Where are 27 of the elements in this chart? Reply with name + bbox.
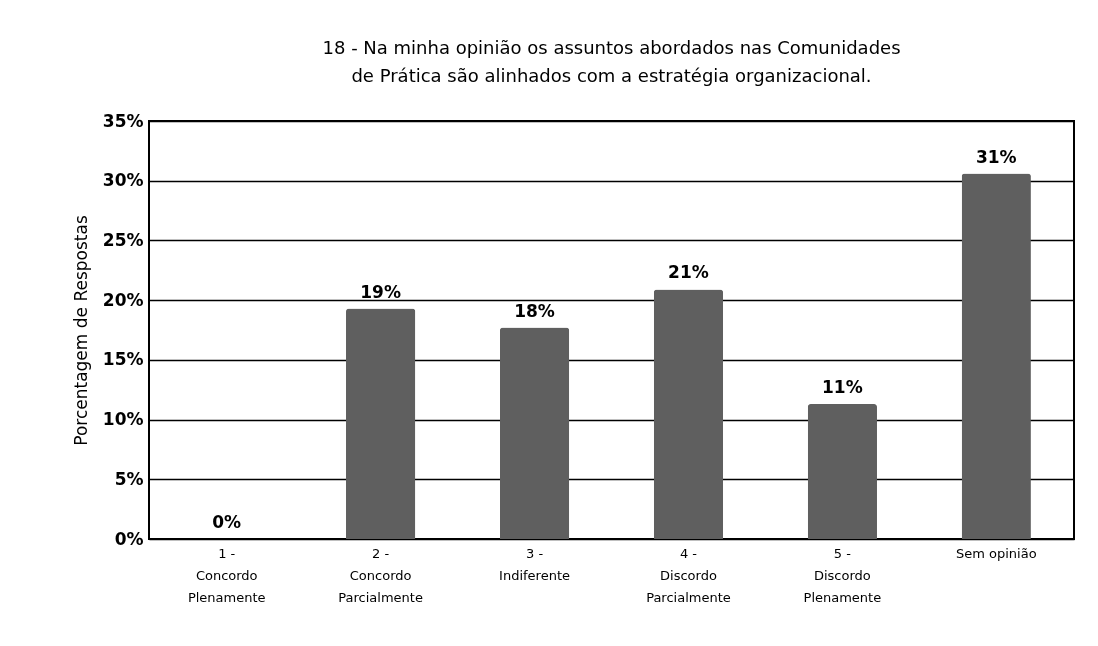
chart-title: 18 - Na minha opinião os assuntos abordados nas Comunidades de Prática são alinhados com a estratégia organizacional. [322, 37, 901, 86]
data-label: 11% [822, 377, 863, 398]
bar [961, 173, 1031, 539]
y-tick-label: 15% [102, 349, 144, 370]
data-label: 19% [360, 281, 401, 302]
data-label: 31% [975, 146, 1017, 167]
x-tick-label: Sem opinião [955, 545, 1037, 561]
y-tick-label: 25% [102, 229, 144, 250]
x-tick-label: 2 - Concordo Parcialmente [338, 545, 423, 605]
data-label: 21% [668, 262, 709, 283]
y-tick-label: 35% [102, 110, 144, 131]
data-label: 18% [514, 300, 555, 321]
x-tick-label: 3 - Indiferente [499, 545, 570, 583]
y-tick-label: 5% [114, 468, 144, 489]
y-tick-label: 10% [102, 409, 144, 430]
bar [346, 308, 416, 539]
x-tick-label: 4 - Discordo Parcialmente [646, 545, 731, 605]
bar [807, 404, 877, 539]
x-tick-label: 1 - Concordo Plenamente [187, 545, 266, 605]
data-label: 0% [212, 512, 242, 532]
y-tick-label: 20% [102, 289, 144, 310]
x-tick-label: 5 - Discordo Plenamente [803, 545, 882, 605]
y-tick-label: 30% [102, 170, 144, 191]
y-axis-title: Porcentagem de Respostas [70, 215, 91, 446]
y-tick-label: 0% [114, 528, 144, 549]
bar [499, 327, 570, 539]
bar [653, 289, 724, 539]
